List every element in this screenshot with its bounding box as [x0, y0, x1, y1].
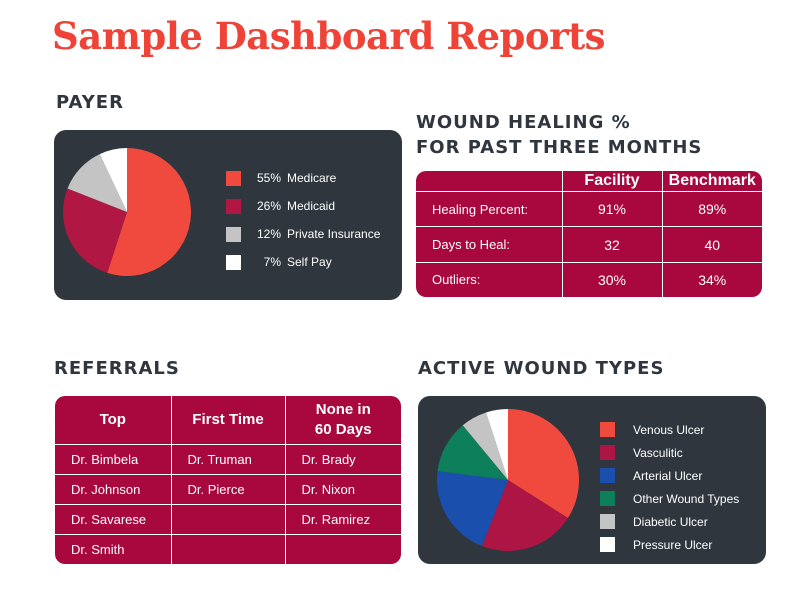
referrals-col-header: Top — [55, 396, 172, 445]
referrals-col-header: First Time — [170, 396, 286, 445]
legend-item-arterial-ulcer: Arterial Ulcer — [600, 464, 739, 487]
referral-cell: Dr. Ramirez — [284, 503, 401, 536]
wound-types-legend: Venous Ulcer Vasculitic Arterial Ulcer Othe… — [600, 418, 739, 556]
healing-header-row: Facility Benchmark — [416, 171, 762, 192]
legend-percent: 26% — [256, 199, 281, 213]
pie-slice-vasculitic — [481, 480, 568, 551]
legend-swatch — [600, 537, 615, 552]
legend-item-medicaid: 26% Medicaid — [226, 192, 380, 220]
pie-slice-other-wound-types — [437, 425, 508, 480]
healing-cell: 89% — [661, 190, 762, 228]
referrals-heading: REFERRALS — [54, 358, 180, 379]
table-row: Dr. Smith — [55, 534, 401, 564]
healing-heading-line2: FOR PAST THREE MONTHS — [416, 137, 703, 158]
referral-cell: Dr. Bimbela — [55, 443, 172, 475]
referral-cell: Dr. Johnson — [55, 473, 172, 505]
payer-panel: 55% Medicare 26% Medicaid 12% Private Insuran… — [54, 130, 402, 300]
healing-heading: WOUND HEALING % FOR PAST THREE MONTHS — [416, 110, 702, 160]
referral-cell: Dr. Brady — [284, 443, 401, 475]
table-row: Dr. Johnson Dr. Pierce Dr. Nixon — [55, 473, 401, 505]
legend-swatch — [226, 198, 241, 214]
legend-label: Medicaid — [287, 199, 336, 213]
referrals-table: Top First Time None in 60 Days Dr. Bimbel… — [55, 396, 401, 564]
referral-cell — [170, 503, 286, 536]
legend-label: Self Pay — [287, 255, 332, 269]
legend-label: Pressure Ulcer — [633, 537, 713, 552]
legend-swatch — [600, 514, 615, 529]
legend-swatch — [226, 254, 241, 270]
pie-slice-diabetic-ulcer — [462, 412, 508, 480]
legend-percent: 7% — [263, 255, 281, 269]
healing-heading-line1: WOUND HEALING % — [416, 112, 631, 133]
legend-swatch — [600, 491, 615, 506]
healing-col-header: Facility — [561, 171, 663, 192]
referrals-header-row: Top First Time None in 60 Days — [55, 396, 401, 445]
legend-swatch — [600, 445, 615, 460]
table-row: Outliers: 30% 34% — [416, 261, 762, 297]
wound-types-pie-chart — [437, 409, 580, 551]
legend-swatch — [600, 468, 615, 483]
healing-row-label: Days to Heal: — [416, 226, 563, 263]
table-row: Dr. Savarese Dr. Ramirez — [55, 503, 401, 536]
legend-item-vasculitic: Vasculitic — [600, 441, 739, 464]
healing-row-label: Healing Percent: — [416, 190, 563, 228]
payer-heading: PAYER — [56, 92, 124, 113]
referral-cell: Dr. Truman — [170, 443, 286, 475]
pie-slice-venous-ulcer — [508, 409, 580, 519]
legend-item-venous-ulcer: Venous Ulcer — [600, 418, 739, 441]
wound-types-panel: Venous Ulcer Vasculitic Arterial Ulcer Othe… — [418, 396, 766, 564]
healing-cell: 40 — [661, 226, 762, 263]
legend-percent: 55% — [256, 171, 281, 185]
legend-label: Medicare — [287, 171, 337, 185]
pie-slice-arterial-ulcer — [437, 471, 508, 547]
legend-label: Venous Ulcer — [633, 422, 705, 437]
page-title: Sample Dashboard Reports — [52, 14, 606, 58]
pie-slice-private-insurance — [67, 154, 127, 212]
table-row: Dr. Bimbela Dr. Truman Dr. Brady — [55, 443, 401, 475]
legend-item-other-wound-types: Other Wound Types — [600, 487, 739, 510]
pie-slice-medicare — [107, 148, 191, 276]
legend-item-diabetic-ulcer: Diabetic Ulcer — [600, 510, 739, 533]
legend-swatch — [226, 170, 241, 186]
wound-types-heading: ACTIVE WOUND TYPES — [418, 358, 665, 379]
legend-label: Diabetic Ulcer — [633, 514, 708, 529]
legend-percent: 12% — [256, 227, 281, 241]
legend-label: Vasculitic — [633, 445, 683, 460]
referral-cell: Dr. Pierce — [170, 473, 286, 505]
legend-label: Other Wound Types — [633, 491, 740, 506]
legend-item-self-pay: 7% Self Pay — [226, 248, 380, 276]
healing-cell: 91% — [561, 190, 663, 228]
legend-swatch — [600, 422, 615, 437]
legend-item-private-insurance: 12% Private Insurance — [226, 220, 380, 248]
healing-col-header: Benchmark — [661, 171, 762, 192]
payer-pie-chart — [62, 148, 191, 276]
pie-slice-pressure-ulcer — [486, 409, 508, 480]
referral-cell — [284, 534, 401, 564]
referral-cell: Dr. Smith — [55, 534, 172, 564]
referral-cell: Dr. Savarese — [55, 503, 172, 536]
healing-cell: 32 — [561, 226, 663, 263]
payer-legend: 55% Medicare 26% Medicaid 12% Private Insuran… — [226, 164, 380, 276]
healing-cell: 30% — [561, 261, 663, 297]
referral-cell — [170, 534, 286, 564]
table-row: Days to Heal: 32 40 — [416, 226, 762, 263]
pie-slice-self-pay — [99, 148, 127, 212]
referrals-col-header: None in 60 Days — [284, 396, 401, 445]
legend-item-medicare: 55% Medicare — [226, 164, 380, 192]
legend-swatch — [226, 226, 241, 242]
legend-label: Arterial Ulcer — [633, 468, 703, 483]
healing-row-label: Outliers: — [416, 261, 563, 297]
referral-cell: Dr. Nixon — [284, 473, 401, 505]
table-row: Healing Percent: 91% 89% — [416, 190, 762, 228]
legend-item-pressure-ulcer: Pressure Ulcer — [600, 533, 739, 556]
pie-slice-medicaid — [62, 188, 127, 273]
legend-label: Private Insurance — [287, 227, 381, 241]
healing-table: Facility Benchmark Healing Percent: 91% … — [416, 171, 762, 297]
healing-cell: 34% — [661, 261, 762, 297]
healing-col-header — [416, 171, 563, 192]
